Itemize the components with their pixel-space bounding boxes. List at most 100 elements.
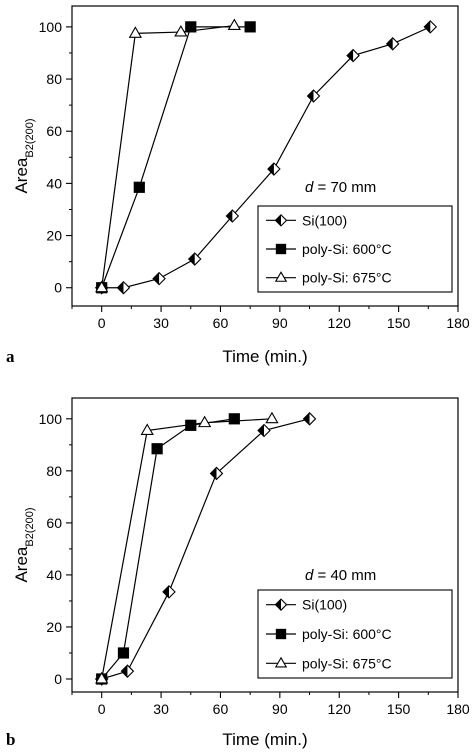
data-point [275, 628, 287, 640]
data-point [274, 656, 288, 668]
y-tick-label: 100 [39, 19, 63, 35]
data-point [228, 413, 240, 425]
y-tick-label: 40 [46, 567, 62, 583]
legend-item: poly-Si: 675°C [266, 270, 392, 286]
y-tick-label: 0 [54, 280, 62, 296]
x-tick-label: 180 [446, 701, 470, 717]
data-point [162, 585, 176, 599]
legend-label: poly-Si: 675°C [302, 655, 392, 671]
chart-panel-b: 0 30 60 90 120 150 180 0 20 40 60 80 100 d = 40 mm S… [6, 397, 470, 749]
data-point [302, 412, 317, 426]
plot-frame [71, 5, 459, 307]
legend-item: poly-Si: 675°C [266, 655, 392, 671]
data-point [346, 48, 360, 63]
x-tick-label: 120 [328, 701, 352, 717]
chart-panel-a: 0 30 60 90 120 150 180 0 20 40 60 80 100 d = 70 mm S… [6, 5, 470, 366]
data-point [133, 181, 145, 193]
data-point [197, 415, 212, 428]
data-point [274, 214, 288, 227]
x-tick-label: 30 [153, 315, 169, 331]
axes-ticks: 0 30 60 90 120 150 180 0 20 40 60 80 100 [39, 19, 470, 331]
data-point [209, 466, 224, 481]
y-tick-label: 80 [46, 463, 62, 479]
data-point [306, 89, 321, 103]
series-line [101, 26, 431, 289]
x-tick-label: 0 [98, 315, 106, 331]
panel-letter: a [6, 347, 15, 366]
y-tick-label: 60 [46, 515, 62, 531]
panel-letter: b [6, 730, 15, 749]
y-tick-label: 80 [46, 71, 62, 87]
legend-item: poly-Si: 600°C [266, 626, 392, 642]
annotation-italic: d [305, 567, 314, 584]
x-tick-label: 90 [272, 315, 288, 331]
data-point [257, 423, 271, 438]
annotation-text: = 70 mm [313, 179, 376, 196]
x-tick-label: 60 [213, 701, 229, 717]
data-point [185, 21, 197, 33]
x-tick-label: 0 [98, 701, 106, 717]
y-tick-label: 0 [54, 671, 62, 687]
y-tick-label: 20 [46, 619, 62, 635]
data-point [95, 671, 109, 684]
axes-ticks: 0 30 60 90 120 150 180 0 20 40 60 80 100 [39, 411, 470, 717]
legend: Si(100) poly-Si: 600°C poly-Si: 675°C [257, 589, 453, 679]
plot-frame [71, 397, 459, 693]
x-axis-label: Time (min.) [222, 347, 307, 366]
data-point [274, 598, 288, 611]
data-point [385, 37, 400, 51]
legend-item: poly-Si: 600°C [266, 241, 392, 257]
data-point [275, 243, 287, 255]
x-tick-label: 30 [153, 701, 169, 717]
data-point [151, 443, 163, 455]
series-line [101, 418, 235, 680]
x-tick-label: 180 [446, 315, 470, 331]
annotation-italic: d [305, 179, 314, 196]
legend-item: Si(100) [266, 212, 347, 228]
data-point [225, 209, 240, 223]
y-axis-label-sub: B2(200) [24, 118, 36, 157]
legend-label: poly-Si: 600°C [302, 241, 392, 257]
data-point [267, 162, 281, 176]
x-tick-label: 150 [387, 315, 411, 331]
annotation-text: = 40 mm [313, 567, 376, 584]
data-point [174, 24, 188, 37]
x-tick-label: 90 [272, 701, 288, 717]
y-axis-label-sub: B2(200) [24, 507, 36, 546]
legend-label: Si(100) [302, 597, 347, 613]
series-line [101, 26, 251, 288]
data-point [116, 280, 131, 295]
legend-item: Si(100) [266, 597, 347, 613]
data-point [274, 271, 288, 282]
y-axis-label: AreaB2(200) [12, 118, 36, 193]
legend-label: poly-Si: 600°C [302, 626, 392, 642]
data-point [120, 664, 135, 678]
data-point [185, 419, 197, 431]
legend-label: poly-Si: 675°C [302, 270, 392, 286]
x-tick-label: 120 [328, 315, 352, 331]
y-tick-label: 20 [46, 228, 62, 244]
data-point [128, 26, 142, 38]
y-tick-label: 100 [39, 411, 63, 427]
series-layer [94, 411, 317, 686]
y-axis-label-main: Area [12, 157, 31, 193]
legend-label: Si(100) [302, 212, 347, 228]
x-tick-label: 150 [387, 701, 411, 717]
data-point [95, 280, 109, 293]
legend: Si(100) poly-Si: 600°C poly-Si: 675°C [257, 205, 453, 293]
data-point [152, 271, 166, 286]
data-point [265, 411, 279, 424]
data-point [423, 20, 438, 34]
y-axis-label: AreaB2(200) [12, 507, 36, 582]
data-point [187, 252, 202, 266]
data-point [140, 423, 154, 435]
series-line [101, 24, 235, 288]
y-tick-label: 60 [46, 123, 62, 139]
y-tick-label: 40 [46, 175, 62, 191]
annotation-distance: d = 70 mm [305, 179, 376, 196]
annotation-distance: d = 40 mm [305, 567, 376, 584]
data-point [244, 21, 256, 33]
x-axis-label: Time (min.) [222, 730, 307, 749]
series-layer [94, 18, 438, 295]
